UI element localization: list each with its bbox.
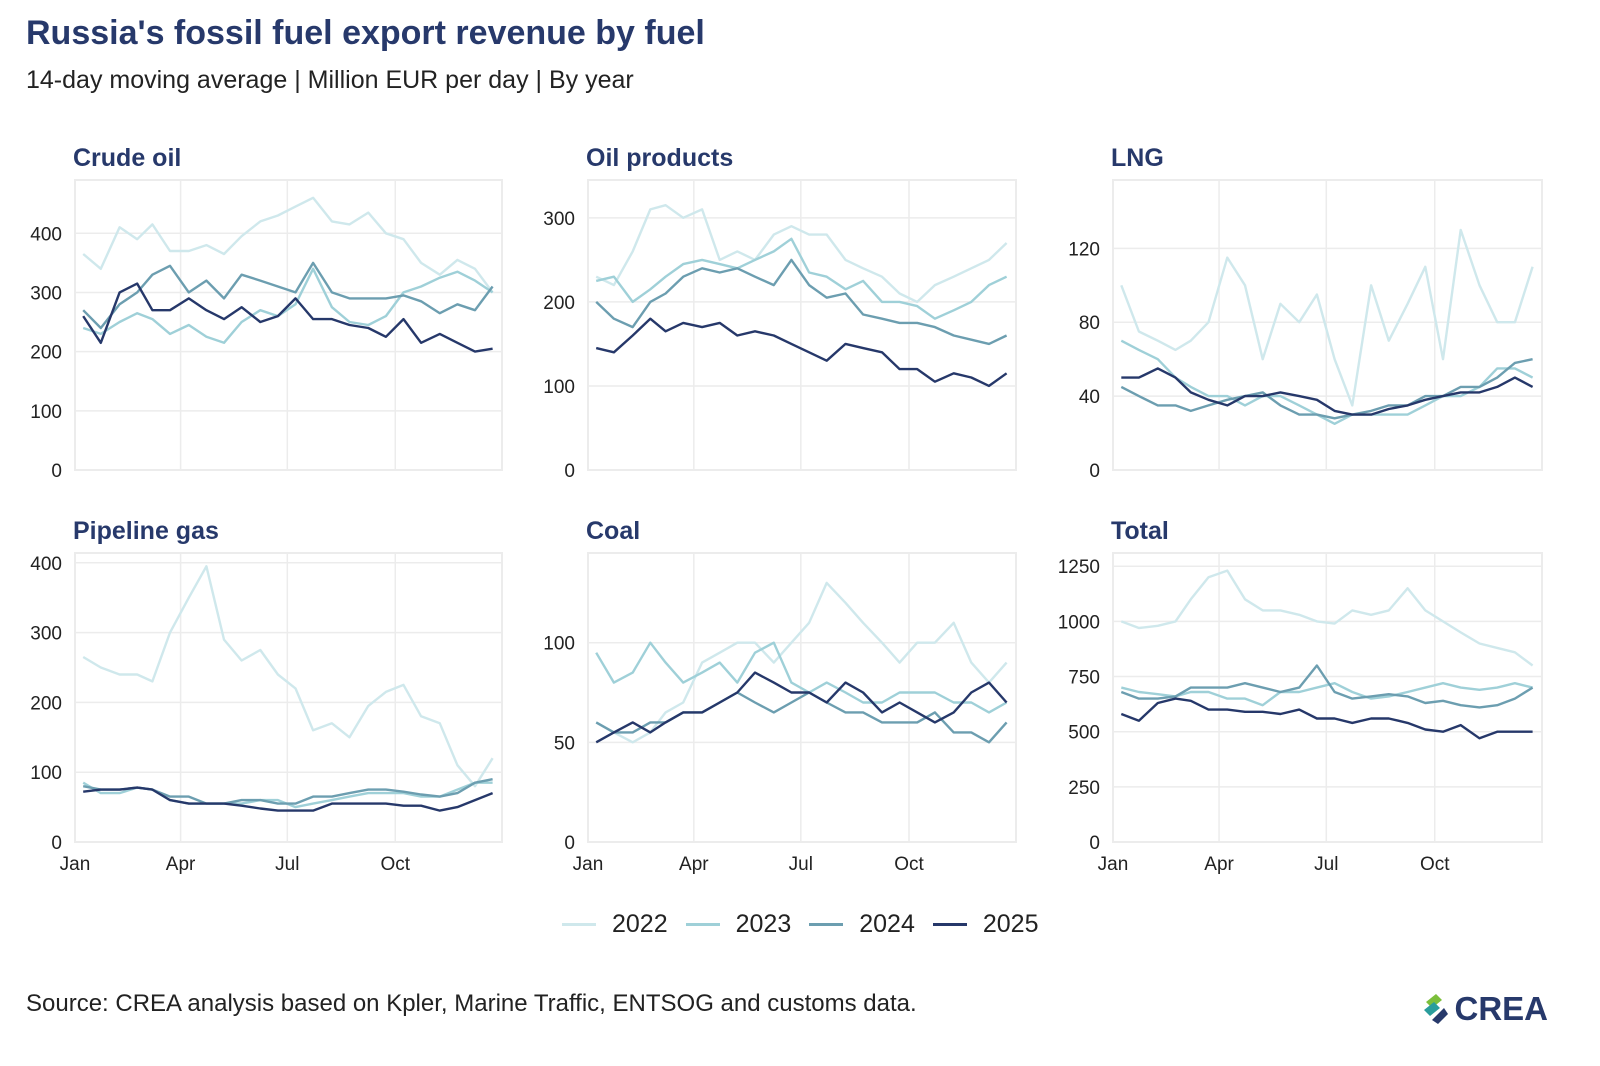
y-tick-label: 500 <box>1068 723 1100 744</box>
legend-item-2023: 2023 <box>685 910 792 939</box>
panel-title: Oil products <box>586 144 733 172</box>
panel-crude-oil: Crude oil 0 100 200 300 400 <box>30 144 503 482</box>
series-line-2022 <box>1120 569 1534 667</box>
series-line-2023 <box>82 267 494 344</box>
y-tick-label: 100 <box>30 763 62 784</box>
y-tick-label: 100 <box>543 377 575 398</box>
legend-label: 2023 <box>735 910 792 938</box>
series-line-2024 <box>1120 664 1534 709</box>
y-tick-label: 1250 <box>1058 557 1100 578</box>
series-line-2024 <box>595 258 1008 346</box>
x-tick-label: Apr <box>679 854 709 875</box>
series-line-2025 <box>83 786 494 812</box>
series-line-2022 <box>595 581 1008 744</box>
y-tick-label: 1000 <box>1058 612 1100 633</box>
series-line-2025 <box>1120 697 1533 740</box>
y-tick-label: 100 <box>543 634 575 655</box>
plot-frame <box>74 179 503 471</box>
y-tick-label: 120 <box>1068 239 1100 260</box>
x-tick-label: Jul <box>275 854 299 875</box>
y-tick-label: 0 <box>564 833 575 854</box>
plot-frame <box>587 179 1017 471</box>
panel-title: LNG <box>1111 144 1164 172</box>
legend-swatch <box>685 923 720 926</box>
y-tick-label: 80 <box>1079 313 1100 334</box>
series-line-2024 <box>82 261 494 330</box>
x-tick-label: Oct <box>894 854 924 875</box>
x-tick-label: Jan <box>60 854 91 875</box>
legend-swatch <box>562 923 596 926</box>
y-tick-label: 0 <box>564 461 575 482</box>
plot-frame <box>1112 552 1543 843</box>
y-tick-label: 200 <box>30 693 62 714</box>
series-line-2025 <box>1121 367 1534 416</box>
panel-title: Pipeline gas <box>73 517 219 545</box>
y-tick-label: 300 <box>30 624 62 645</box>
legend: 2022 2023 2024 2025 <box>562 910 1039 939</box>
y-tick-label: 300 <box>543 209 575 230</box>
legend-swatch <box>809 923 844 926</box>
panel-title: Crude oil <box>73 144 181 172</box>
series-line-2022 <box>82 196 494 294</box>
series-line-2025 <box>595 671 1008 744</box>
x-tick-label: Oct <box>380 854 410 875</box>
crea-logo-icon <box>1424 994 1449 1024</box>
x-tick-label: Jul <box>1314 854 1338 875</box>
panel-title: Total <box>1111 517 1169 545</box>
legend-item-2024: 2024 <box>809 910 915 939</box>
legend-item-2022: 2022 <box>562 910 668 939</box>
legend-swatch <box>932 923 967 926</box>
y-tick-label: 0 <box>1089 833 1100 854</box>
series-line-2022 <box>1120 228 1534 407</box>
plot-frame <box>74 552 503 843</box>
x-tick-label: Oct <box>1420 854 1450 875</box>
series-line-2025 <box>595 317 1008 388</box>
legend-label: 2025 <box>982 910 1039 938</box>
x-tick-label: Jul <box>789 854 813 875</box>
panel-pipeline-gas: Pipeline gas 0 100 200 300 400 Jan Apr Jul Oct <box>30 517 503 875</box>
series-line-2022 <box>82 565 494 788</box>
y-tick-label: 0 <box>51 461 62 482</box>
y-tick-label: 0 <box>51 833 62 854</box>
y-tick-label: 200 <box>543 293 575 314</box>
y-tick-label: 400 <box>30 224 62 245</box>
plot-frame <box>1112 179 1543 471</box>
y-tick-label: 100 <box>30 402 62 423</box>
series-line-2023 <box>595 641 1008 714</box>
source-note: Source: CREA analysis based on Kpler, Ma… <box>26 990 917 1017</box>
y-tick-label: 250 <box>1068 778 1100 799</box>
series-line-2023 <box>1121 682 1533 707</box>
y-tick-label: 50 <box>554 733 575 754</box>
panel-coal: Coal 0 50 100 Jan Apr Jul Oct <box>543 517 1017 875</box>
panel-total: Total 0 250 500 750 1000 1250 Jan Apr Jul Oct <box>1058 517 1543 875</box>
y-tick-label: 750 <box>1068 668 1100 689</box>
panel-oil-products: Oil products 0 100 200 300 <box>543 144 1017 482</box>
y-tick-label: 300 <box>30 283 62 304</box>
series-line-2022 <box>595 204 1008 304</box>
y-tick-label: 0 <box>1089 461 1100 482</box>
x-tick-label: Jan <box>1098 854 1129 875</box>
chart-title: Russia's fossil fuel export revenue by f… <box>26 14 705 52</box>
series-line-2023 <box>595 237 1008 320</box>
logo-text: CREA <box>1454 990 1548 1027</box>
y-tick-label: 200 <box>30 343 62 364</box>
legend-label: 2022 <box>612 910 668 938</box>
x-tick-label: Apr <box>1204 854 1234 875</box>
y-tick-label: 40 <box>1079 387 1100 408</box>
legend-item-2025: 2025 <box>932 910 1039 939</box>
y-tick-label: 400 <box>30 554 62 575</box>
panel-title: Coal <box>586 517 640 545</box>
series-line-2025 <box>82 282 493 353</box>
x-tick-label: Apr <box>166 854 196 875</box>
panel-lng: LNG 0 40 80 120 <box>1068 144 1543 482</box>
legend-label: 2024 <box>859 910 915 938</box>
crea-logo: CREA <box>1422 990 1548 1028</box>
chart-subtitle: 14-day moving average | Million EUR per … <box>26 66 634 94</box>
series-line-2024 <box>1120 358 1533 420</box>
series-line-2024 <box>595 691 1008 744</box>
x-tick-label: Jan <box>573 854 604 875</box>
series-line-2023 <box>1120 339 1534 425</box>
